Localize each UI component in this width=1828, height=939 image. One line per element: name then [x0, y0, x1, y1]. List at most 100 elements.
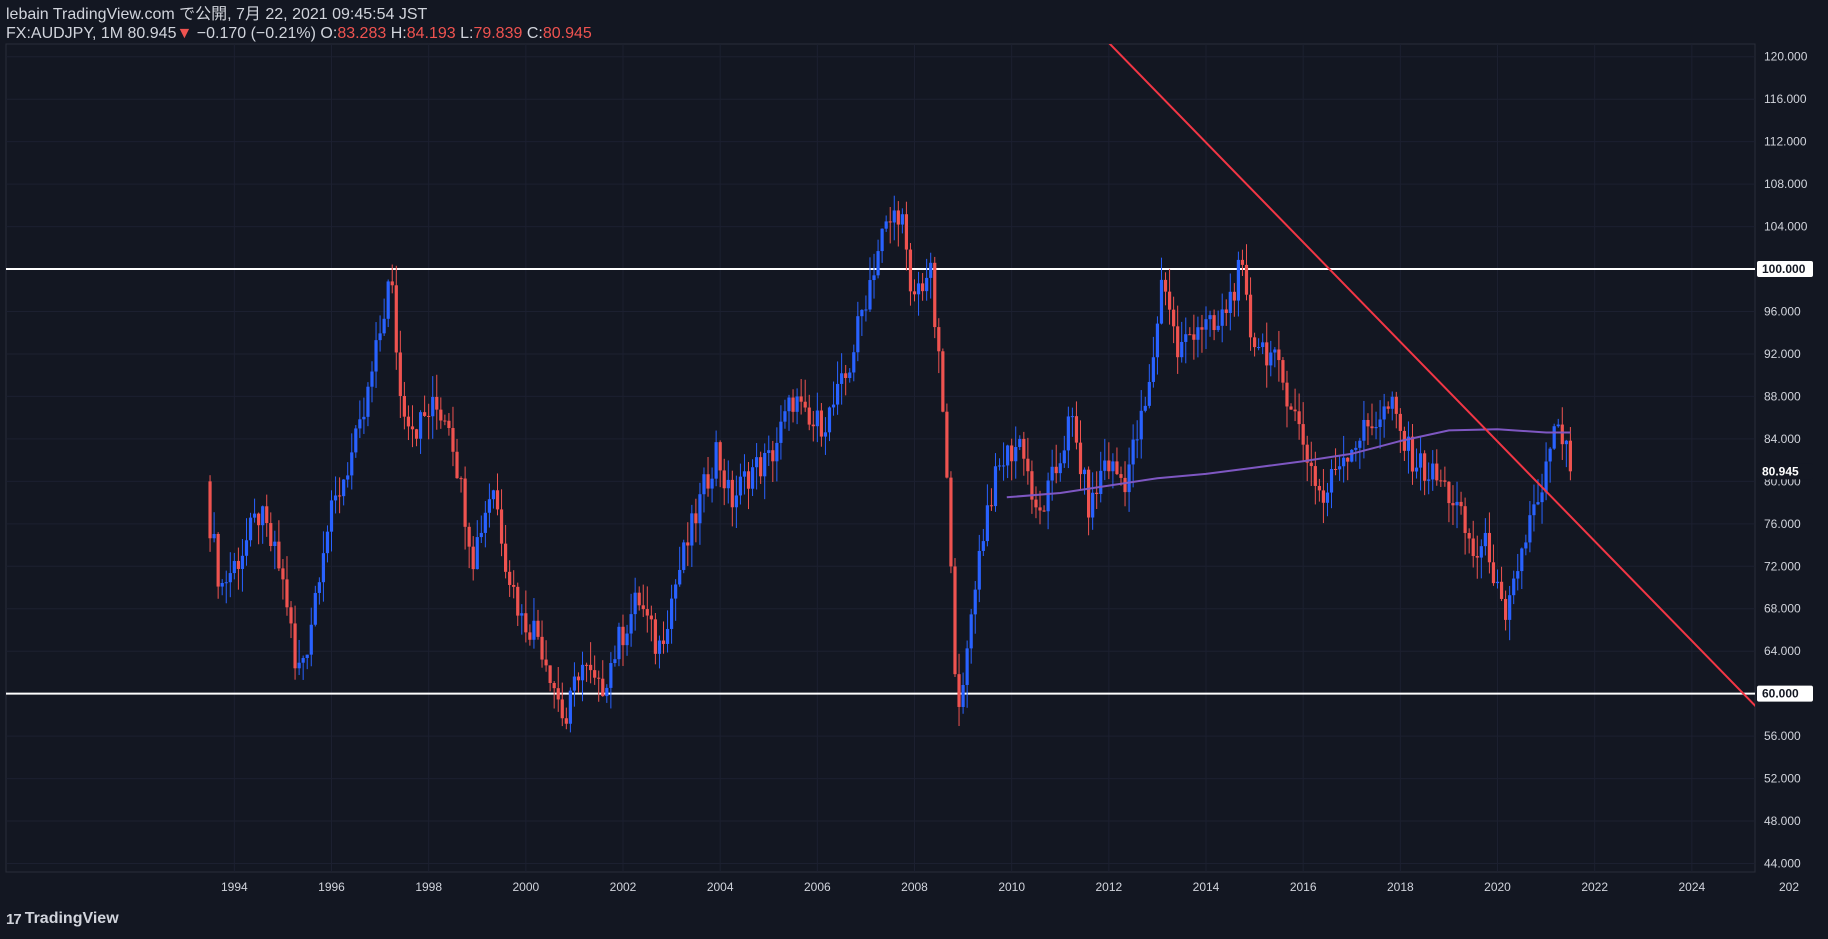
horizontal-lines[interactable]	[6, 268, 1755, 695]
candle-body	[329, 500, 334, 532]
candle-body	[1374, 427, 1378, 429]
candle-body	[374, 340, 378, 372]
candle-body	[722, 470, 726, 489]
candle-body	[767, 450, 771, 453]
candle-body	[888, 221, 892, 223]
candle-body	[1257, 347, 1261, 349]
candle-body	[827, 407, 832, 433]
candle-body	[1479, 546, 1483, 558]
candle-body	[908, 249, 913, 292]
candle-body	[499, 509, 504, 544]
candle-body	[613, 659, 617, 664]
candle-body	[941, 351, 945, 412]
candle-body	[548, 665, 552, 683]
candle-body	[475, 537, 479, 570]
candle-body	[495, 490, 500, 510]
candle-body	[467, 526, 471, 547]
time-tick-label: 1996	[318, 880, 345, 894]
candle-body	[1139, 410, 1143, 440]
candle-body	[564, 718, 568, 724]
candle-body	[1386, 406, 1390, 409]
candle-body	[726, 479, 730, 489]
candle-body	[884, 221, 888, 229]
time-axis[interactable]: 1994 1996 1998 2000 2002 2004 2006 2008 2010 2012…	[221, 880, 1799, 894]
candle-body	[1447, 481, 1451, 504]
candle-body	[1147, 381, 1151, 406]
candle-body	[293, 623, 297, 669]
price-tick-label: 64.000	[1764, 644, 1801, 658]
candle-body	[1471, 538, 1475, 557]
candle-body	[678, 569, 682, 585]
candle-body	[746, 471, 751, 489]
candle-body	[714, 442, 718, 479]
candle-body	[1111, 461, 1115, 472]
candle-body	[1014, 447, 1018, 462]
candle-body	[1463, 506, 1467, 533]
candle-body	[1115, 461, 1119, 475]
candle-body	[896, 210, 900, 225]
candle-body	[1151, 357, 1155, 382]
candle-body	[370, 371, 374, 387]
candle-body	[1123, 477, 1127, 493]
candle-body	[354, 428, 358, 453]
candle-body	[945, 411, 949, 478]
candle-body	[1516, 571, 1520, 579]
candle-body	[771, 450, 775, 462]
candle-body	[1066, 416, 1070, 451]
candle-body	[665, 628, 670, 644]
candle-body	[1390, 396, 1394, 409]
time-tick-label: 2012	[1095, 880, 1122, 894]
candle-body	[856, 316, 860, 353]
time-tick-label: 2022	[1581, 880, 1608, 894]
candle-body	[645, 609, 649, 616]
candle-body	[528, 632, 532, 640]
candle-body	[435, 396, 439, 410]
down-arrow-icon: ▼	[176, 25, 193, 42]
candle-body	[1568, 440, 1572, 472]
candle-body	[236, 560, 240, 569]
candle-body	[933, 262, 937, 328]
candle-body	[584, 664, 589, 666]
candle-body	[997, 465, 1002, 467]
candle-body	[1119, 474, 1123, 478]
price-label-badge	[1757, 463, 1813, 480]
price-tick-label: 120.000	[1764, 50, 1808, 64]
candle-body	[321, 553, 326, 583]
candle-body	[1236, 259, 1240, 301]
candle-body	[240, 555, 245, 569]
time-tick-label: 2004	[707, 880, 734, 894]
time-tick-label: 1998	[415, 880, 442, 894]
candle-body	[1285, 382, 1289, 407]
candle-body	[483, 512, 487, 533]
candle-body	[1208, 315, 1212, 320]
candle-body	[1228, 291, 1232, 313]
candle-body	[431, 396, 435, 417]
candle-body	[402, 395, 406, 417]
price-tick-label: 92.000	[1764, 347, 1801, 361]
close-label: C:	[526, 25, 543, 42]
candle-body	[471, 546, 475, 570]
candle-body	[1313, 466, 1317, 486]
candle-body	[880, 228, 884, 252]
candle-body	[1398, 413, 1402, 431]
symbol-label[interactable]: FX:AUDJPY, 1M	[6, 25, 124, 42]
candle-body	[342, 479, 346, 497]
candle-body	[669, 598, 674, 629]
candle-body	[1261, 342, 1265, 348]
candle-body	[1556, 424, 1560, 427]
candle-body	[232, 560, 236, 574]
candle-body	[1082, 469, 1087, 475]
tradingview-logo[interactable]: 17 TradingView	[6, 910, 119, 928]
descending-trendline[interactable]	[1060, 0, 1774, 726]
candle-body	[1131, 439, 1135, 465]
low-label: L:	[460, 25, 474, 42]
candle-body	[1155, 323, 1160, 358]
candle-body	[1034, 499, 1038, 508]
time-tick-label: 2014	[1193, 880, 1220, 894]
candle-body	[1329, 468, 1334, 493]
candle-body	[682, 542, 686, 570]
price-axis[interactable]: 44.000 48.000 52.000 56.000 60.000 64.000 68.0…	[1764, 50, 1808, 871]
candle-body	[252, 513, 257, 518]
trendline[interactable]	[1060, 0, 1774, 726]
